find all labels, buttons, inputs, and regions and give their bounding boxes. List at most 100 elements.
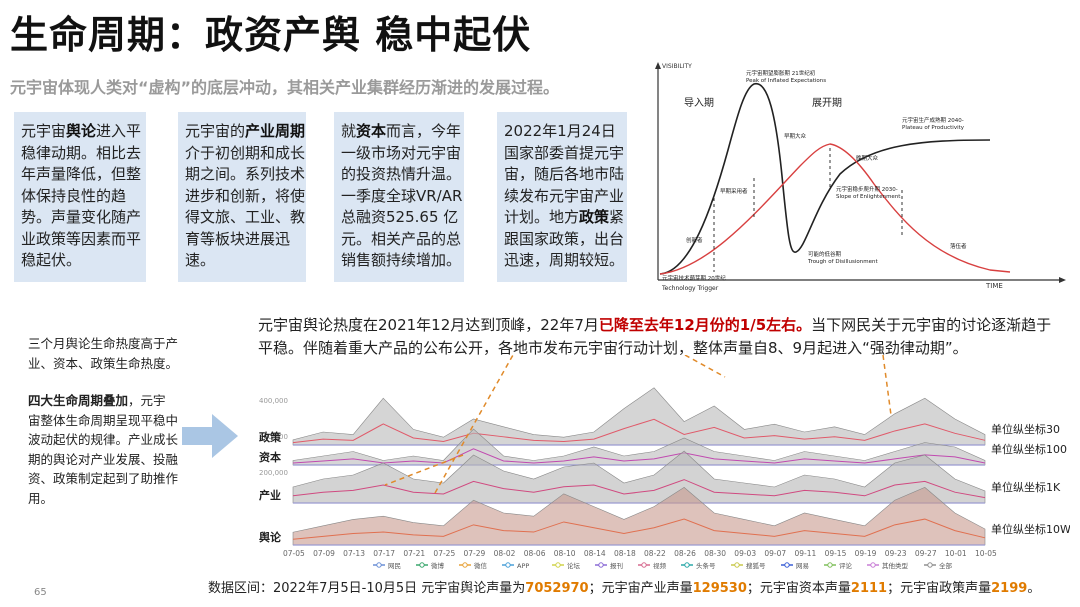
panel-series-line	[292, 448, 986, 464]
caption-part1: 元宇宙舆论热度在2021年12月达到顶峰，22年7月	[258, 316, 599, 334]
legend-label: APP	[517, 562, 529, 570]
hype-curve	[659, 83, 991, 275]
left-note-para1: 三个月舆论生命热度高于产业、资本、政策生命热度。	[28, 336, 179, 371]
panel-area	[292, 387, 986, 446]
y-tick-label: 300,000	[259, 433, 288, 441]
x-tick-label: 08-10	[554, 549, 576, 558]
legend-label: 全部	[939, 561, 953, 570]
x-tick-label: 10-05	[975, 549, 997, 558]
left-note-keyword: 四大生命周期叠加	[28, 393, 129, 408]
card-text-pre: 元宇宙	[21, 122, 67, 140]
legend-marker	[419, 562, 425, 568]
card-text-pre: 元宇宙的	[185, 122, 246, 140]
x-tick-label: 08-02	[494, 549, 516, 558]
legend-marker	[870, 562, 876, 568]
x-tick-label: 07-13	[343, 549, 365, 558]
card-text-post: 紧跟国家政策，出台迅速，周期较短。	[504, 208, 625, 269]
panel-unit-label: 单位纵坐标30	[991, 422, 1060, 436]
data-range-text: 。	[1027, 581, 1041, 596]
caption-highlight: 已降至去年12月份的1/5左右。	[598, 316, 812, 334]
left-note-para2: 四大生命周期叠加，元宇宙整体生命周期呈现平稳中波动起伏的规律。产业成长期的舆论对…	[28, 391, 178, 508]
hype-y-label: VISIBILITY	[662, 63, 692, 70]
pointer-line	[882, 355, 892, 416]
legend-marker	[734, 562, 740, 568]
left-note-rest: ，元宇宙整体生命周期呈现平稳中波动起伏的规律。产业成长期的舆论对产业发展、投融资…	[28, 393, 179, 506]
x-tick-label: 09-15	[825, 549, 847, 558]
panel-name-label: 政策	[259, 430, 282, 444]
legend-label: 微博	[431, 561, 445, 570]
hype-x-label: TIME	[985, 282, 1003, 290]
laggards-label: 落伍者	[950, 242, 967, 250]
x-tick-label: 07-21	[403, 549, 425, 558]
chart-caption: 元宇宙舆论热度在2021年12月达到顶峰，22年7月已降至去年12月份的1/5左…	[258, 314, 1058, 360]
legend-label: 其他类型	[882, 561, 909, 570]
data-range-label: 数据区间：2022年7月5日-10月5日	[208, 581, 418, 596]
legend-label: 搜狐号	[746, 561, 766, 570]
legend-marker	[827, 562, 833, 568]
x-tick-label: 07-17	[373, 549, 395, 558]
panel-name-label: 资本	[259, 450, 281, 464]
legend-label: 网民	[388, 562, 401, 570]
right-arrow-icon	[182, 414, 238, 458]
data-range-value: 7052970	[525, 581, 589, 596]
x-tick-label: 09-03	[734, 549, 756, 558]
x-tick-label: 08-30	[704, 549, 726, 558]
x-tick-label: 09-11	[794, 549, 816, 558]
late-majority-label: 晚期大众	[856, 154, 879, 162]
legend-label: 视频	[653, 561, 667, 570]
legend-label: 网易	[796, 562, 809, 570]
trigger-label-cn: 元宇宙技术萌芽期 20世纪	[662, 274, 726, 282]
data-range-text: ；元宇宙政策声量	[887, 581, 992, 596]
card-capital: 就资本而言，今年一级市场对元宇宙的投资热情升温。一季度全球VR/AR总融资525…	[334, 112, 464, 282]
pointer-line	[384, 454, 464, 486]
left-note: 三个月舆论生命热度高于产业、资本、政策生命热度。 四大生命周期叠加，元宇宙整体生…	[28, 334, 178, 526]
x-tick-label: 09-19	[855, 549, 877, 558]
early-adopters-label: 早期采用者	[720, 187, 748, 195]
x-tick-label: 07-09	[313, 549, 335, 558]
hype-cycle-diagram: VISIBILITY TIME 导入期 展开期 元宇宙期望膨胀期 21世纪初 P…	[655, 62, 1066, 292]
legend-marker	[598, 562, 604, 568]
legend-marker	[641, 562, 647, 568]
panel-unit-label: 单位纵坐标10W	[991, 522, 1070, 536]
page-subtitle: 元宇宙体现人类对“虚构”的底层冲动，其相关产业集群经历渐进的发展过程。	[10, 78, 560, 97]
card-text-pre: 2022年1月24日国家部委首提元宇宙，随后各地市陆续发布元宇宙产业计划。地方	[504, 122, 625, 226]
hype-x-arrow	[1059, 277, 1066, 283]
x-tick-label: 08-14	[584, 549, 606, 558]
card-text-post: 进入平稳律动期。相比去年声量降低，但整体保持良性的趋势。声量变化随产业政策等因素…	[21, 122, 142, 269]
legend-marker	[376, 562, 382, 568]
x-tick-label: 08-06	[524, 549, 546, 558]
card-text-pre: 就	[341, 122, 357, 140]
panel-series-line	[292, 518, 986, 540]
data-range-text: ；元宇宙资本声量	[746, 581, 851, 596]
panel-name-label: 产业	[259, 488, 281, 502]
card-policy: 2022年1月24日国家部委首提元宇宙，随后各地市陆续发布元宇宙产业计划。地方政…	[497, 112, 627, 282]
slope-label-cn: 元宇宙稳步爬升期 2030-	[836, 185, 898, 193]
data-range: 数据区间：2022年7月5日-10月5日 元宇宙舆论声量为7052970；元宇宙…	[208, 577, 1040, 596]
innovators-label: 创新者	[686, 236, 703, 244]
legend-marker	[505, 562, 511, 568]
peak-label-cn: 元宇宙期望膨胀期 21世纪初	[746, 69, 816, 77]
x-tick-label: 08-26	[674, 549, 696, 558]
panel-name-label: 舆论	[259, 530, 282, 544]
panel-unit-label: 单位纵坐标1K	[991, 480, 1061, 494]
legend-marker	[927, 562, 933, 568]
slope-label-en: Slope of Enlightenment	[836, 194, 901, 200]
card-text-post: 而言，今年一级市场对元宇宙的投资热情升温。一季度全球VR/AR总融资525.65…	[341, 122, 463, 269]
hype-y-arrow	[655, 62, 661, 69]
data-range-value: 2199	[991, 581, 1028, 596]
panel-area	[292, 487, 986, 546]
legend-marker	[684, 562, 690, 568]
legend-label: 评论	[839, 561, 853, 570]
card-text-post: 介于初创期和成长期之间。系列技术进步和创新，将使得文旅、工业、教育等板块进展迅速…	[185, 143, 306, 270]
legend-label: 头条号	[696, 561, 716, 570]
x-tick-label: 09-23	[885, 549, 907, 558]
plateau-label-en: Plateau of Productivity	[902, 125, 965, 131]
card-keyword: 资本	[356, 122, 387, 140]
phase-expand-label: 展开期	[812, 97, 842, 109]
adoption-curve	[659, 143, 1011, 275]
y-tick-label: 200,000	[259, 469, 288, 477]
x-tick-label: 10-01	[945, 549, 967, 558]
x-tick-label: 09-27	[915, 549, 937, 558]
panel-unit-label: 单位纵坐标100	[991, 442, 1067, 456]
